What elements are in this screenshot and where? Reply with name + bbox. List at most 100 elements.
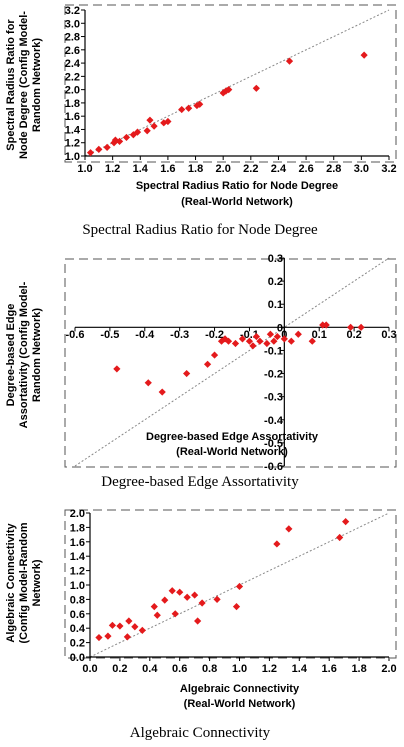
data-point — [203, 360, 212, 368]
plot-frame — [64, 4, 397, 163]
data-point — [171, 610, 179, 618]
y-tick-label: 0.2 — [70, 638, 85, 650]
data-point — [176, 588, 184, 596]
data-point — [146, 116, 154, 124]
data-point — [133, 128, 142, 136]
y-tick-label: -0.6 — [264, 461, 283, 473]
data-point — [164, 117, 172, 126]
x-tick-label: 1.0 — [232, 663, 247, 675]
plot-frame — [64, 258, 397, 468]
data-point — [235, 582, 244, 591]
data-point — [245, 337, 254, 345]
x-tick-label: -0.3 — [170, 329, 189, 341]
chart-algebraic-connectivity: 0.0 0.2 0.4 0.6 0.8 1.0 1.2 1.4 1.6 1.8 2.0 0.0 0.2 0… — [5, 508, 397, 741]
data-point — [231, 339, 240, 348]
chart-caption: Degree-based Edge Assortativity — [101, 474, 299, 490]
y-axis-label: (Config Model-Random — [18, 522, 30, 643]
y-axis-label: Assortativity (Config Model- — [18, 281, 30, 428]
y-axis-label: Algebraic Connectivity — [5, 523, 17, 643]
data-point — [336, 533, 344, 542]
x-tick-label: 0.1 — [312, 329, 327, 341]
data-point — [158, 388, 166, 396]
data-point — [194, 617, 202, 625]
data-point — [263, 339, 271, 348]
y-tick-label: -0.1 — [264, 345, 283, 357]
x-tick-label: 0 — [281, 329, 287, 341]
y-tick-label: -0.3 — [264, 392, 283, 404]
data-point — [143, 127, 151, 135]
y-tick-label: 1.6 — [70, 537, 85, 549]
y-tick-label: 0 — [277, 322, 283, 334]
x-tick-label: 0.2 — [346, 329, 361, 341]
data-point — [150, 603, 158, 611]
x-tick-label: 0.4 — [142, 663, 158, 675]
y-tick-label: 2.0 — [65, 85, 80, 97]
x-tick-label: 2.2 — [243, 163, 258, 175]
data-point — [138, 626, 146, 634]
y-axis-label: Degree-based Edge — [5, 304, 17, 407]
data-point — [347, 323, 355, 331]
data-point — [161, 596, 169, 604]
x-tick-label: 2.4 — [271, 163, 287, 175]
data-point — [131, 623, 139, 631]
y-axis-label: Random Network) — [31, 308, 43, 402]
data-point — [322, 321, 330, 329]
data-point — [342, 518, 350, 526]
data-point — [222, 87, 230, 95]
y-tick-label: 0.2 — [268, 276, 283, 288]
y-tick-label: -0.4 — [264, 415, 284, 427]
y-tick-label: 1.8 — [70, 522, 85, 534]
data-point — [198, 599, 206, 607]
data-point — [116, 622, 124, 630]
x-axis-label: Degree-based Edge Assortativity — [146, 431, 319, 443]
data-point — [103, 143, 111, 151]
y-tick-label: -0.2 — [264, 369, 283, 381]
x-tick-label: 1.2 — [262, 663, 277, 675]
data-point — [238, 335, 247, 343]
data-point — [210, 351, 219, 359]
data-point — [178, 105, 186, 114]
data-point — [115, 137, 124, 145]
y-tick-label: 1.4 — [70, 551, 86, 563]
data-point — [191, 591, 199, 599]
x-axis-label: Spectral Radius Ratio for Node Degree — [136, 180, 338, 192]
data-point — [108, 621, 117, 629]
y-tick-label: 2.0 — [70, 508, 85, 520]
x-tick-label: 1.6 — [160, 163, 175, 175]
y-tick-label: 3.2 — [65, 5, 80, 17]
data-point — [217, 337, 226, 345]
y-tick-label: 1.2 — [65, 138, 80, 150]
data-point — [360, 51, 368, 59]
data-point — [144, 379, 152, 387]
y-tick-label: 1.0 — [70, 580, 85, 592]
data-point — [196, 100, 204, 108]
y-axis-label: Network) — [31, 559, 43, 606]
x-tick-label: -0.5 — [100, 329, 119, 341]
data-point — [270, 337, 278, 345]
x-tick-label: 2.0 — [381, 663, 396, 675]
data-point — [183, 369, 191, 378]
x-tick-label: 1.0 — [77, 163, 92, 175]
y-tick-label: 1.8 — [65, 98, 80, 110]
y-axis-label: Node Degree (Config Model- — [18, 11, 30, 159]
data-point — [224, 337, 233, 345]
data-point — [221, 335, 229, 343]
x-tick-label: 1.8 — [188, 163, 203, 175]
data-point — [213, 595, 221, 603]
data-point — [95, 145, 103, 153]
y-tick-label: 0.0 — [70, 652, 85, 664]
y-tick-label: 0.6 — [70, 609, 85, 621]
x-tick-label: -0.6 — [66, 329, 85, 341]
data-point — [225, 86, 233, 94]
data-point — [280, 335, 288, 343]
x-tick-label: -0.2 — [205, 329, 224, 341]
data-point — [183, 593, 191, 601]
data-point — [168, 587, 176, 595]
x-axis-label: Algebraic Connectivity — [180, 683, 300, 695]
x-tick-label: 0.0 — [82, 663, 97, 675]
y-tick-label: 0.4 — [70, 623, 86, 635]
x-axis-label-sub: (Real-World Network) — [181, 196, 293, 208]
data-point — [86, 149, 95, 157]
data-point — [249, 342, 257, 350]
